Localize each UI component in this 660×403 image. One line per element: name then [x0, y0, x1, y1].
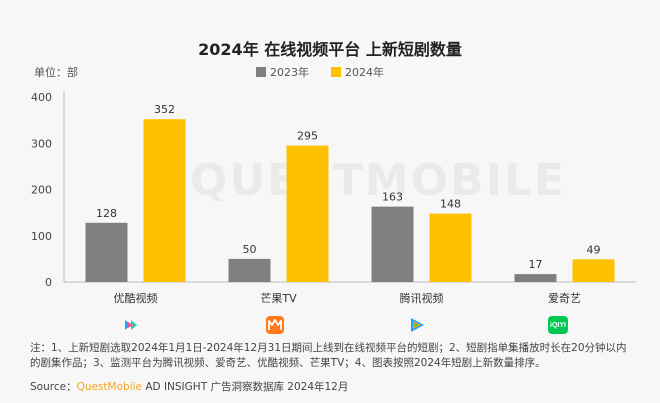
y-tick-label: 100: [31, 230, 52, 243]
data-label: 352: [154, 103, 175, 116]
legend-item-2023: 2023年: [256, 64, 309, 80]
x-tick-label: 爱奇艺: [548, 292, 581, 305]
tencent-video-icon: [408, 316, 426, 334]
x-tick-label: 芒果TV: [260, 292, 297, 305]
legend-label-2024: 2024年: [345, 66, 384, 79]
legend-label-2023: 2023年: [270, 66, 309, 79]
chart-title: 2024年 在线视频平台 上新短剧数量: [198, 40, 462, 59]
data-label: 17: [529, 258, 543, 271]
bar-2023: [514, 274, 557, 282]
source-brand: QuestMobile: [76, 381, 142, 393]
source-line: Source：QuestMobile AD INSIGHT 广告洞察数据库 20…: [30, 379, 348, 394]
x-tick-label: 优酷视频: [114, 291, 158, 305]
bar-2023: [228, 258, 271, 282]
y-tick-label: 200: [31, 184, 52, 197]
x-tick-label: 腾讯视频: [400, 291, 444, 305]
bar-2023: [85, 222, 128, 282]
y-tick-label: 300: [31, 137, 52, 150]
iqiyi-logo-text: iQIYI: [550, 321, 566, 329]
iqiyi-icon: iQIYI: [548, 316, 568, 334]
youku-icon: [122, 316, 140, 334]
y-tick-label: 400: [31, 91, 52, 104]
legend: 2023年 2024年: [256, 64, 384, 80]
data-label: 295: [297, 130, 318, 143]
bar-2024: [143, 119, 186, 282]
data-label: 148: [440, 198, 461, 211]
data-label: 128: [96, 207, 117, 220]
bar-2024: [572, 259, 615, 282]
legend-swatch-2023: [256, 67, 266, 77]
bar-2024: [429, 213, 472, 282]
mgtv-icon: [266, 316, 284, 334]
y-tick-label: 0: [45, 276, 52, 289]
source-rest: AD INSIGHT 广告洞察数据库 2024年12月: [142, 381, 349, 393]
data-label: 49: [587, 243, 601, 256]
data-label: 163: [382, 191, 403, 204]
bar-2023: [371, 206, 414, 282]
footnote: 注：1、上新短剧选取2024年1月1日-2024年12月31日期间上线到在线视频…: [30, 342, 627, 369]
bar-2024: [286, 145, 329, 282]
unit-label: 单位：部: [34, 66, 78, 79]
legend-item-2024: 2024年: [331, 64, 384, 80]
data-label: 50: [243, 243, 257, 256]
source-prefix: Source：: [30, 381, 77, 393]
legend-swatch-2024: [331, 67, 341, 77]
watermark: QUESTMOBILE: [190, 155, 567, 206]
